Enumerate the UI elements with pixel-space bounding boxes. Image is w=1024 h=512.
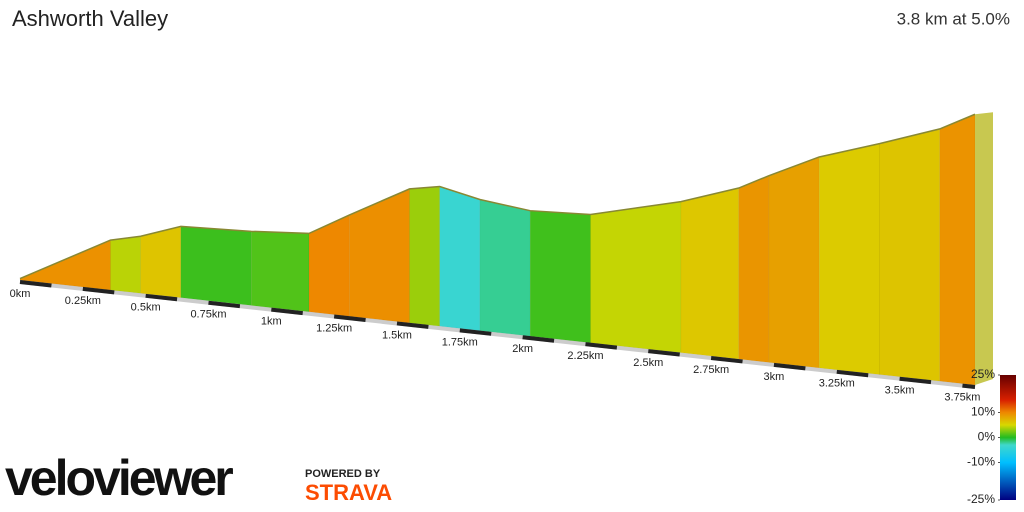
x-tick-band — [208, 300, 241, 309]
x-tick-label: 0km — [10, 288, 31, 300]
x-tick-band — [396, 321, 429, 329]
gradient-segment — [680, 187, 740, 360]
gradient-segment — [140, 226, 182, 298]
gradient-segment — [439, 186, 481, 331]
x-tick-label: 3km — [764, 371, 785, 383]
x-tick-band — [19, 280, 52, 288]
gradient-segment — [939, 113, 976, 386]
x-tick-label: 3.75km — [944, 392, 980, 404]
gradient-segment — [180, 226, 252, 306]
x-tick-label: 3.25km — [819, 378, 855, 390]
x-tick-band — [710, 355, 743, 364]
chart-title: Ashworth Valley — [12, 6, 168, 31]
x-tick-label: 1km — [261, 316, 282, 328]
x-tick-band — [899, 376, 932, 385]
gradient-segment — [879, 128, 941, 382]
gradient-segment — [348, 188, 410, 324]
x-tick-label: 0.5km — [131, 302, 161, 314]
x-tick-label: 0.75km — [190, 309, 226, 321]
x-tick-label: 1.25km — [316, 322, 352, 334]
x-tick-band — [333, 314, 366, 322]
gradient-segment — [590, 201, 682, 353]
x-tick-label: 3.5km — [885, 385, 915, 397]
x-tick-label: 2km — [512, 343, 533, 355]
colorbar — [1000, 375, 1016, 500]
x-tick-band — [459, 328, 492, 336]
gradient-segment — [250, 231, 310, 313]
gradient-segment — [529, 210, 591, 344]
x-tick-band — [962, 383, 976, 389]
x-tick-band — [836, 369, 869, 378]
x-tick-label: 1.75km — [442, 336, 478, 348]
x-tick-label: 2.75km — [693, 364, 729, 376]
colorbar-label: 10% — [971, 405, 995, 419]
x-tick-band — [145, 293, 178, 302]
x-tick-band — [773, 362, 806, 371]
logo: veloviewer — [5, 450, 233, 506]
x-tick-band — [522, 335, 555, 343]
colorbar-label: -25% — [967, 492, 995, 506]
strava: STRAVA — [305, 480, 392, 505]
x-tick-band — [271, 307, 303, 316]
x-tick-band — [585, 342, 618, 350]
gradient-segment — [768, 156, 820, 369]
end-face — [975, 112, 993, 385]
gradient-segment — [738, 175, 770, 363]
gradient-segment — [818, 143, 880, 375]
gradient-segment — [409, 186, 440, 327]
x-tick-label: 1.5km — [382, 329, 412, 341]
chart-subtitle: 3.8 km at 5.0% — [897, 9, 1010, 28]
gradient-segment — [479, 199, 531, 337]
gradient-segment — [110, 235, 141, 294]
x-tick-band — [648, 349, 680, 357]
colorbar-label: 0% — [978, 430, 996, 444]
x-tick-label: 0.25km — [65, 295, 101, 307]
colorbar-label: -10% — [967, 455, 995, 469]
x-tick-label: 2.5km — [633, 357, 663, 369]
x-tick-band — [82, 286, 115, 295]
powered-by: POWERED BY — [305, 468, 381, 480]
x-tick-label: 2.25km — [567, 350, 603, 362]
colorbar-label: 25% — [971, 367, 995, 381]
profile-line — [19, 113, 976, 280]
